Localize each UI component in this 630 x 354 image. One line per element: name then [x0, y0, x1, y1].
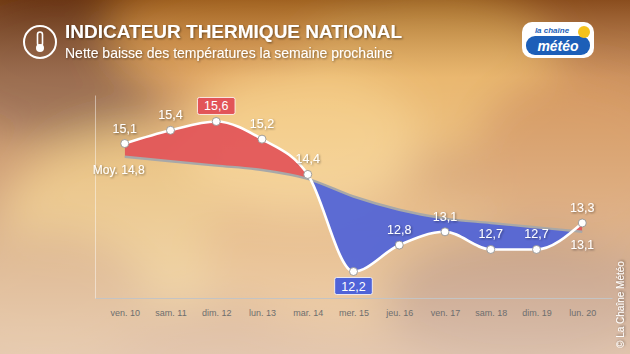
logo-back	[522, 22, 594, 58]
x-tick: dim. 19	[522, 298, 552, 318]
data-label: 12,2	[341, 280, 365, 294]
data-label: 13,3	[570, 201, 594, 215]
icon-bulb	[36, 44, 44, 52]
x-tick-label: dim. 19	[522, 308, 552, 318]
title: INDICATEUR THERMIQUE NATIONAL	[65, 21, 402, 42]
background	[0, 0, 630, 354]
data-label: 12,7	[479, 227, 503, 241]
x-tick: sam. 18	[475, 298, 507, 318]
x-tick-label: mer. 15	[339, 308, 369, 318]
point	[304, 170, 312, 178]
plot-area	[121, 117, 587, 275]
point	[258, 135, 266, 143]
temperature-line	[125, 121, 583, 271]
data-label: 12,7	[524, 227, 548, 241]
warm-area-group	[125, 121, 583, 271]
y-axis	[95, 96, 96, 299]
point	[212, 117, 220, 125]
background-blobs	[0, 0, 630, 354]
logo-badge	[526, 36, 590, 55]
data-label: 15,1	[113, 122, 137, 136]
x-tick-label: dim. 12	[202, 308, 232, 318]
x-tick-label: ven. 17	[431, 308, 461, 318]
point	[395, 241, 403, 249]
x-tick-label: sam. 11	[155, 308, 186, 318]
icon-ring	[24, 26, 56, 58]
x-tick-label: jeu. 16	[385, 308, 413, 318]
x-tick: ven. 17	[431, 298, 461, 318]
logo: la chaîne météo	[522, 22, 594, 58]
x-axis: ven. 10 sam. 11 dim. 12 lun. 13 mar. 14 mer. …	[96, 298, 613, 318]
x-tick-label: lun. 13	[249, 308, 276, 318]
point	[578, 219, 586, 227]
y-axis-line	[95, 96, 96, 299]
point	[487, 245, 495, 253]
x-axis-line	[96, 298, 613, 299]
below-average-area	[125, 121, 583, 271]
logo-text: la chaîne	[535, 26, 570, 35]
x-tick: lun. 20	[569, 298, 596, 318]
x-tick: jeu. 16	[385, 298, 413, 318]
x-tick: mar. 14	[293, 298, 323, 318]
average-label: 13,1	[571, 238, 595, 252]
x-tick: sam. 11	[155, 298, 186, 318]
data-labels: 15,1 15,4 15,6 15,2 14,4 12,2 12,8 13,1 12,7 12,7…	[93, 97, 595, 294]
point	[441, 228, 449, 236]
data-label: 15,4	[158, 108, 182, 122]
point	[350, 268, 358, 276]
background-overlay	[0, 0, 630, 354]
data-label: 15,2	[250, 117, 274, 131]
above-average-area	[125, 121, 583, 271]
logo-text: météo	[537, 38, 579, 54]
chart: INDICATEUR THERMIQUE NATIONAL Nette baiss…	[0, 0, 630, 354]
subtitle: Nette baisse des températures la semaine…	[65, 45, 393, 61]
x-tick-label: mar. 14	[293, 308, 323, 318]
x-tick: lun. 13	[249, 298, 276, 318]
average-label: Moy. 14,8	[93, 163, 145, 177]
cool-area-group	[125, 121, 583, 271]
thermometer-icon	[24, 26, 56, 58]
background-fill	[0, 0, 630, 354]
copyright: © La Chaîne Météo	[615, 261, 626, 348]
icon-tube	[38, 32, 43, 46]
data-label: 14,4	[296, 152, 320, 166]
point	[166, 126, 174, 134]
data-label: 13,1	[433, 210, 457, 224]
average-line	[125, 157, 583, 232]
x-tick-label: lun. 20	[569, 308, 596, 318]
logo-sun	[578, 26, 590, 38]
data-label: 12,8	[387, 223, 411, 237]
point	[533, 245, 541, 253]
x-tick: ven. 10	[110, 298, 140, 318]
x-tick-label: ven. 10	[110, 308, 140, 318]
x-tick-label: sam. 18	[475, 308, 507, 318]
x-tick: dim. 12	[202, 298, 232, 318]
data-label-box	[335, 278, 373, 295]
point	[121, 140, 129, 148]
data-label: 15,6	[204, 99, 228, 113]
data-label-box	[197, 97, 235, 114]
x-tick: mer. 15	[339, 298, 369, 318]
